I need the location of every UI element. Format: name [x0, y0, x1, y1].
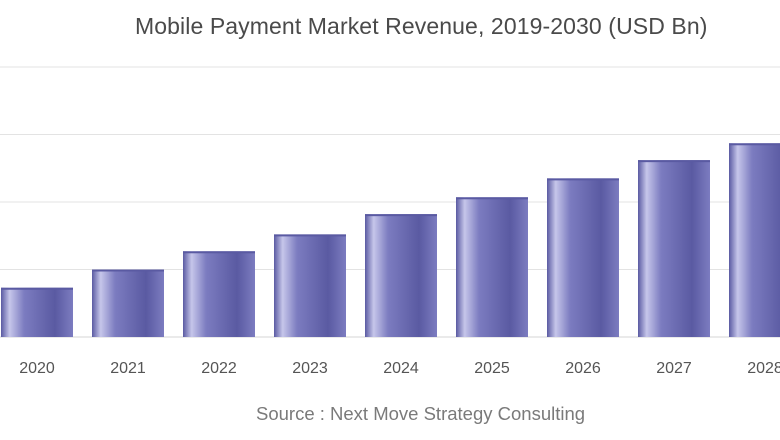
bar-top-2026: [547, 178, 619, 181]
bar-top-2028: [729, 143, 780, 146]
source-note: Source : Next Move Strategy Consulting: [256, 403, 586, 424]
x-tick-label-2026: 2026: [565, 360, 601, 377]
bar-top-2020: [1, 287, 73, 290]
bar-2021: [92, 269, 164, 337]
bar-2028: [729, 143, 780, 337]
x-tick-label-2023: 2023: [292, 360, 328, 377]
x-axis-labels: 2020 2021 2022 2023 2024 2025 2026 2027 2028: [19, 360, 780, 377]
bar-2022: [183, 251, 255, 337]
bar-top-2022: [183, 251, 255, 254]
bars: [1, 143, 780, 337]
x-tick-label-2027: 2027: [656, 360, 692, 377]
bar-2027: [638, 160, 710, 337]
x-tick-label-2020: 2020: [19, 360, 55, 377]
bar-top-2027: [638, 160, 710, 163]
x-tick-label-2024: 2024: [383, 360, 419, 377]
bar-2026: [547, 178, 619, 337]
bar-top-2024: [365, 214, 437, 217]
bar-top-2021: [92, 269, 164, 272]
bar-2024: [365, 214, 437, 337]
chart-title: Mobile Payment Market Revenue, 2019-2030…: [135, 13, 708, 39]
bar-2025: [456, 197, 528, 337]
bar-2020: [1, 287, 73, 337]
x-tick-label-2021: 2021: [110, 360, 146, 377]
x-tick-label-2025: 2025: [474, 360, 510, 377]
bar-2023: [274, 234, 346, 337]
bar-top-2025: [456, 197, 528, 200]
bar-top-2023: [274, 234, 346, 237]
x-tick-label-2022: 2022: [201, 360, 237, 377]
x-tick-label-2028: 2028: [747, 360, 780, 377]
